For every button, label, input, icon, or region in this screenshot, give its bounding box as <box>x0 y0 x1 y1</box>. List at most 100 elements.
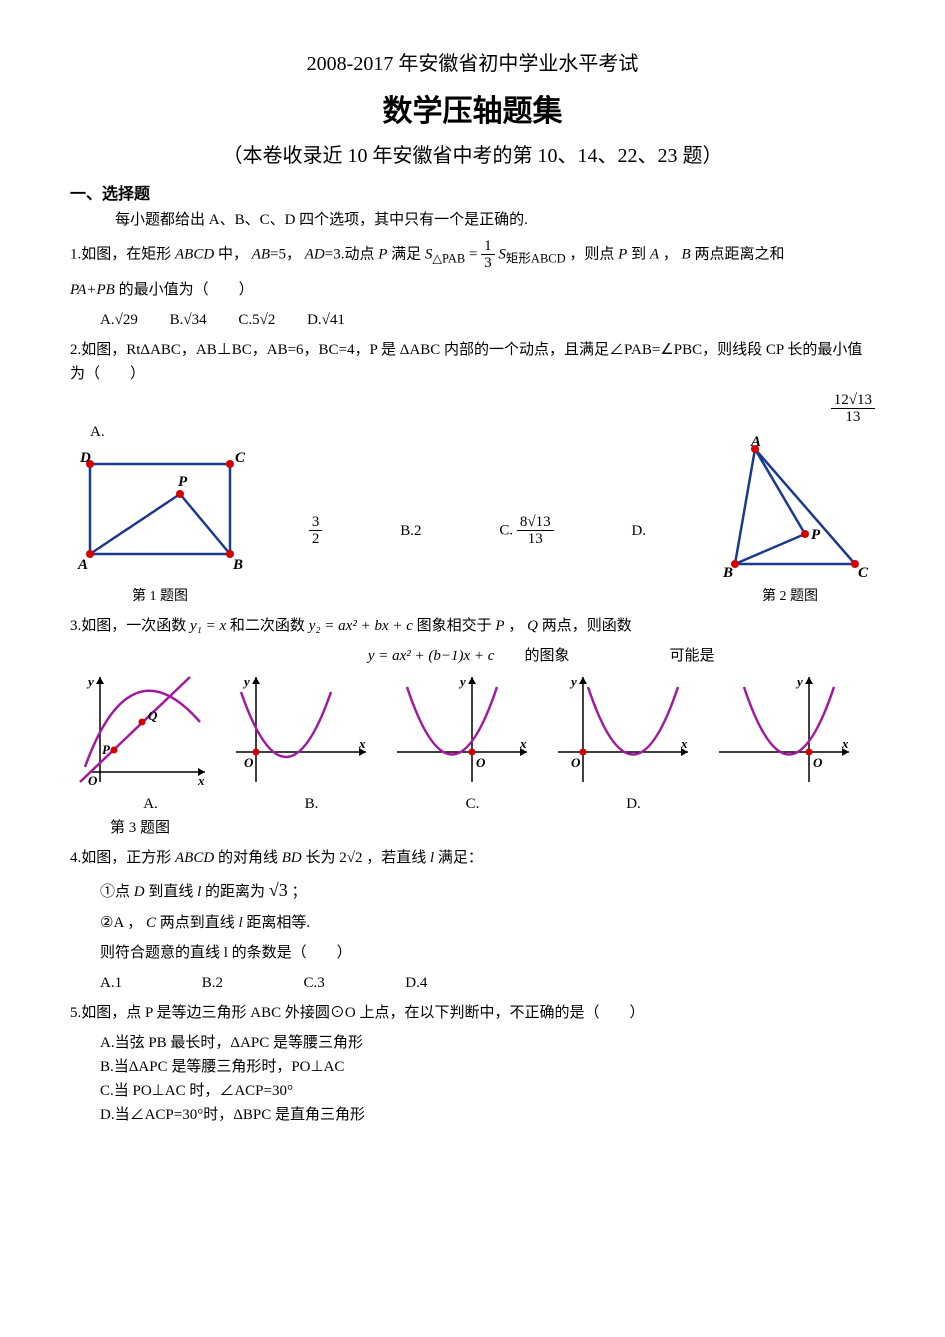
q5-opt-c: C.当 PO⊥AC 时，∠ACP=30° <box>100 1079 875 1103</box>
q4c1f: ； <box>291 884 306 900</box>
q3-b: 和二次函数 <box>230 618 305 634</box>
q4-e: 满足： <box>438 850 483 866</box>
q3-d: ， <box>508 618 523 634</box>
question-1-line2: PA+PB 的最小值为（ ） <box>70 278 875 302</box>
q1-b2: B <box>682 246 691 262</box>
q1-num: 1. <box>70 246 81 262</box>
q4-options: A.1 B.2 C.3 D.4 <box>100 971 875 995</box>
q3-eq-row: y = ax² + (b−1)x + c 的图象 可能是 <box>70 644 875 668</box>
q5-opt-a: A.当弦 PB 最长时，ΔAPC 是等腰三角形 <box>100 1031 875 1055</box>
svg-text:x: x <box>841 736 849 751</box>
q1-l2a: PA+PB <box>70 282 115 298</box>
q1-ad: AD <box>305 246 325 262</box>
figure-2-svg: A B C P <box>705 434 875 584</box>
svg-text:y: y <box>86 674 94 689</box>
header-line-3: （本卷收录近 10 年安徽省中考的第 10、14、22、23 题） <box>70 140 875 172</box>
svg-text:x: x <box>197 773 205 788</box>
q1-l2b: 的最小值为（ ） <box>119 282 254 298</box>
q2-opt-c: C. 8√13 13 <box>499 514 553 548</box>
q4c1b: D <box>134 884 145 900</box>
q4c2e: l <box>239 915 243 931</box>
q3-opt-d: D. <box>553 792 714 816</box>
q1-frac-n: 1 <box>481 238 495 256</box>
question-1: 1.如图，在矩形 ABCD 中， AB=5， AD=3.动点 P 满足 S△PA… <box>70 238 875 272</box>
q3-graph-c: O x y C. <box>392 672 553 816</box>
q1-frac-d: 3 <box>481 255 495 272</box>
q2c-d: 13 <box>517 531 554 548</box>
q3-opt-c: C. <box>392 792 553 816</box>
q4-c: 长为 <box>305 850 335 866</box>
q4-b: 的对角线 <box>218 850 278 866</box>
q1-fsub: △PAB <box>432 251 465 265</box>
figure-row-1-2: A. D C A B P 第 1 题图 3 2 B.2 C. 8√13 13 <box>70 392 875 608</box>
q2-opt-b: B.2 <box>400 519 421 543</box>
q3-a: 如图，一次函数 <box>81 618 186 634</box>
q5-text: 如图，点 P 是等边三角形 ABC 外接圆⊙O 上点，在以下判断中，不正确的是（… <box>81 1005 644 1021</box>
q1-eq2: =3.动点 <box>325 246 375 262</box>
svg-text:A: A <box>750 434 761 450</box>
q1-opt-b: B.√34 <box>170 308 207 332</box>
svg-text:C: C <box>235 450 246 466</box>
q1-c: 满足 <box>391 246 421 262</box>
q2-optA-l: A. <box>90 424 105 440</box>
svg-text:B: B <box>232 557 243 573</box>
q4-l: l <box>430 850 434 866</box>
q1-opt-a: A.√29 <box>100 308 138 332</box>
svg-text:y: y <box>569 674 577 689</box>
q3-p: P <box>495 618 504 634</box>
section-1-note: 每小题都给出 A、B、C、D 四个选项，其中只有一个是正确的. <box>115 208 875 232</box>
q1-f: ， <box>663 246 678 262</box>
q3-e: 两点，则函数 <box>542 618 632 634</box>
q4c2f: 距离相等. <box>246 915 310 931</box>
header-line-2: 数学压轴题集 <box>70 88 875 136</box>
q1-frsub: 矩形ABCD <box>506 251 566 265</box>
q5-opt-b: B.当ΔAPC 是等腰三角形时，PO⊥AC <box>100 1055 875 1079</box>
q4-opt-a: A.1 <box>100 971 170 995</box>
question-2: 2.如图，RtΔABC，AB⊥BC，AB=6，BC=4，P 是 ΔABC 内部的… <box>70 338 875 386</box>
q2-opt-d: D. <box>631 519 646 543</box>
question-5: 5.如图，点 P 是等边三角形 ABC 外接圆⊙O 上点，在以下判断中，不正确的… <box>70 1001 875 1025</box>
figure-1-svg: D C A B P <box>70 444 250 584</box>
q3-y1: y₁ = x <box>190 618 226 634</box>
q4c1e: 的距离为 <box>205 884 265 900</box>
q2-opt-a-frac: 3 2 <box>309 514 323 548</box>
svg-text:O: O <box>88 773 98 788</box>
q4c1a: ①点 <box>100 884 130 900</box>
q3-graph-main: P Q O x y A. <box>70 672 231 816</box>
q4c2c: C <box>146 915 156 931</box>
q4-num: 4. <box>70 850 81 866</box>
svg-text:y: y <box>795 674 803 689</box>
svg-text:Q: Q <box>148 708 158 723</box>
svg-text:O: O <box>244 755 254 770</box>
q4-d: ，若直线 <box>366 850 426 866</box>
q1-a2: A <box>650 246 659 262</box>
q3-caption: 第 3 题图 <box>110 816 875 840</box>
q4c2a: ②A <box>100 915 123 931</box>
q4-val: 2√2 <box>339 850 362 866</box>
svg-text:B: B <box>722 565 733 581</box>
q4-opt-d: D.4 <box>405 971 475 995</box>
svg-text:O: O <box>571 755 581 770</box>
q2c-n: 8√13 <box>517 514 554 532</box>
q4c2b: ， <box>127 915 142 931</box>
q3-graph-d: O x y D. <box>553 672 714 816</box>
q5-num: 5. <box>70 1005 81 1021</box>
q1-opt-c: C.5√2 <box>238 308 275 332</box>
q3-num: 3. <box>70 618 81 634</box>
q3-y2: y₂ = ax² + bx + c <box>309 618 413 634</box>
q4-abcd: ABCD <box>175 850 214 866</box>
q3-graph-b: O x y B. <box>231 672 392 816</box>
q3-eq-mid: y = ax² + (b−1)x + c <box>368 644 495 668</box>
q1-feq: = <box>469 246 477 262</box>
q2a-d: 2 <box>309 531 323 548</box>
q1-d: ，则点 <box>569 246 614 262</box>
svg-text:C: C <box>858 565 869 581</box>
q1-opt-d: D.√41 <box>307 308 345 332</box>
q2d-n: 12√13 <box>831 392 875 410</box>
q1-p2: P <box>618 246 627 262</box>
q3-opt-b: B. <box>231 792 392 816</box>
q2a-n: 3 <box>309 514 323 532</box>
q1-frac: 1 3 <box>481 238 495 272</box>
svg-text:x: x <box>519 736 527 751</box>
q2c-frac: 8√13 13 <box>517 514 554 548</box>
